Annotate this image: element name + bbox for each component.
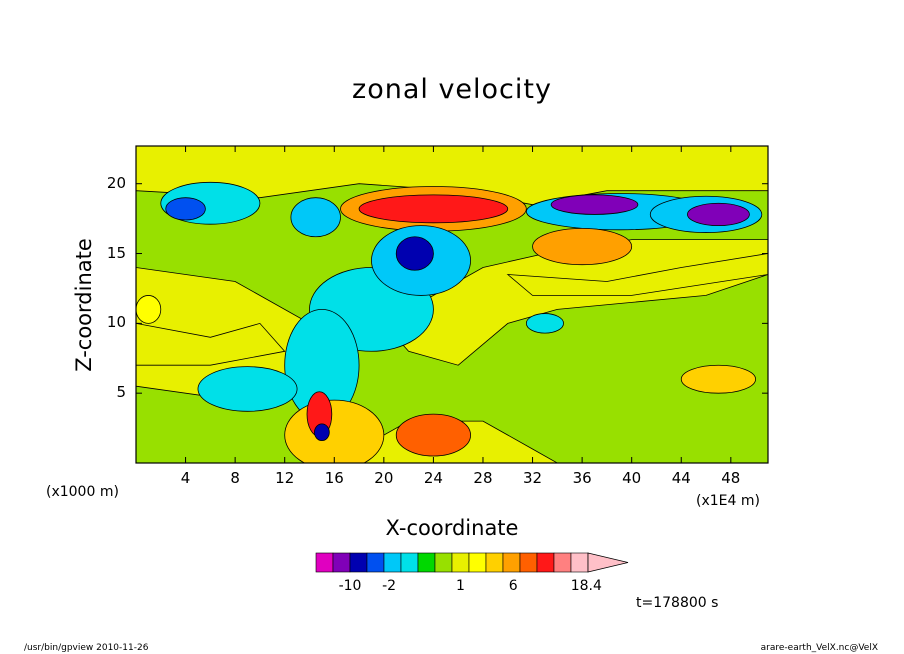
x-axis-unit: (x1E4 m) [696, 493, 760, 509]
chart-title: zonal velocity [352, 74, 552, 105]
x-tick-label: 40 [622, 469, 642, 487]
colorbar-segment-4 [383, 552, 402, 573]
colorbar-segment-8 [451, 552, 470, 573]
contour-region-21 [525, 313, 564, 334]
colorbar-segment-14 [553, 552, 572, 573]
x-tick-label: 48 [721, 469, 741, 487]
footer-command: /usr/bin/gpview 2010-11-26 [24, 643, 149, 653]
colorbar-label: -2 [382, 578, 397, 594]
colorbar-segment-0 [315, 552, 334, 573]
colorbar-label: 6 [508, 578, 518, 594]
x-tick-label: 4 [180, 469, 191, 487]
contour-region-10 [550, 194, 639, 215]
contour-region-2 [290, 197, 341, 238]
contour-region-0 [165, 197, 206, 221]
contour-region-19 [314, 423, 330, 442]
colorbar-segment-9 [468, 552, 487, 573]
footer-source: arare-earth_VelX.nc@VelX [760, 643, 878, 653]
colorbar-segment-6 [417, 552, 436, 573]
contour-region-8 [197, 366, 298, 412]
y-tick-label: 15 [106, 243, 126, 262]
contour-region-3 [358, 194, 509, 224]
y-tick-label: 20 [106, 173, 126, 192]
colorbar-label: -10 [338, 578, 362, 594]
colorbar-arrow [587, 552, 629, 573]
x-tick-label: 28 [473, 469, 493, 487]
y-tick-label: 5 [116, 383, 126, 402]
y-axis-unit: (x1000 m) [46, 484, 119, 500]
contour-band-2 [136, 322, 286, 366]
y-tick-label: 10 [106, 313, 126, 332]
x-tick-label: 24 [423, 469, 443, 487]
colorbar-segment-5 [400, 552, 419, 573]
colorbar-segment-3 [366, 552, 385, 573]
x-tick-label: 12 [275, 469, 295, 487]
contour-band-3 [506, 253, 768, 296]
contour-region-15 [680, 364, 757, 394]
x-tick-label: 20 [374, 469, 394, 487]
x-tick-label: 8 [230, 469, 240, 487]
colorbar-label: 1 [456, 578, 465, 594]
contour-region-20 [136, 295, 162, 324]
colorbar-label: 18.4 [570, 578, 602, 594]
plot-area [136, 146, 768, 463]
x-tick-label: 16 [324, 469, 344, 487]
colorbar-segment-7 [434, 552, 453, 573]
colorbar-segment-11 [502, 552, 521, 573]
colorbar-segment-10 [485, 552, 504, 573]
x-axis-label: X-coordinate [385, 516, 519, 540]
contour-region-5 [395, 236, 434, 271]
colorbar-segment-15 [570, 552, 589, 573]
x-tick-label: 44 [671, 469, 691, 487]
x-tick-label: 36 [572, 469, 592, 487]
colorbar-segment-2 [349, 552, 368, 573]
contour-region-17 [395, 413, 471, 457]
contour-region-12 [687, 202, 750, 226]
colorbar-segment-1 [332, 552, 351, 573]
colorbar-segment-13 [536, 552, 555, 573]
plot-frame [135, 145, 769, 464]
x-tick-label: 32 [523, 469, 543, 487]
contour-region-14 [532, 227, 633, 266]
colorbar-segment-12 [519, 552, 538, 573]
time-label: t=178800 s [636, 595, 719, 611]
